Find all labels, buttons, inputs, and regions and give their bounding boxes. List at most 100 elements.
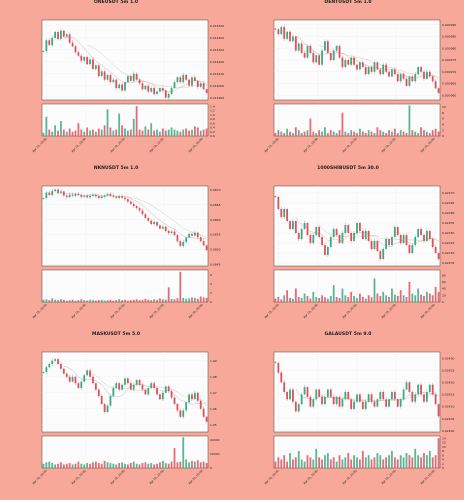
- volume-bar: [179, 461, 182, 468]
- volume-bar: [54, 464, 57, 468]
- candle-body: [324, 396, 326, 405]
- candle-body: [68, 376, 71, 382]
- volume-bar: [65, 300, 68, 302]
- candle-body: [370, 394, 373, 402]
- volume-bar: [141, 463, 144, 468]
- candle-body: [65, 34, 68, 37]
- candle-body: [109, 396, 112, 406]
- candle-body: [77, 383, 80, 388]
- volume-bar: [391, 450, 393, 468]
- volume-bar: [144, 298, 147, 302]
- volume-bar: [408, 105, 411, 136]
- candle-body: [335, 229, 338, 235]
- volume-bar: [89, 299, 91, 302]
- candle-body: [411, 392, 414, 402]
- volume-bar: [321, 131, 323, 136]
- volume-bar: [83, 131, 86, 136]
- candle-body: [92, 194, 94, 196]
- candle-body: [391, 69, 393, 77]
- chart-panel-dentusdt: DENTUSDT 5m 1.0 0.000990 0.000985 0.000980…: [232, 0, 464, 166]
- candle-body: [359, 394, 361, 402]
- volume-bar: [115, 464, 118, 468]
- volume-bar: [89, 130, 91, 136]
- price-tick-label: 1.97: [210, 391, 217, 395]
- candle-body: [428, 384, 431, 392]
- volume-bar: [150, 463, 153, 468]
- candle-body: [173, 82, 176, 89]
- volume-bar: [161, 299, 164, 302]
- volume-bar: [94, 131, 97, 136]
- volume-bar: [303, 131, 306, 136]
- volume-bar: [176, 130, 179, 136]
- volume-bar: [182, 437, 185, 468]
- candle-body: [103, 404, 106, 412]
- volume-bar: [185, 459, 188, 468]
- price-tick-label: 0.0845: [210, 263, 221, 267]
- volume-bar: [153, 464, 156, 468]
- volume-bar: [434, 455, 437, 468]
- volume-bar: [124, 299, 126, 302]
- volume-bar: [423, 130, 425, 136]
- volume-bar: [150, 300, 153, 302]
- volume-bar: [329, 130, 332, 136]
- candle-body: [188, 79, 190, 86]
- chart-title: NKNUSDT 5m 1.0: [93, 166, 139, 171]
- candle-body: [414, 74, 417, 82]
- volume-bar: [173, 448, 176, 468]
- candle-body: [332, 50, 335, 60]
- x-tick-label: Apr 19, 20:00: [341, 137, 358, 154]
- volume-bar: [89, 463, 91, 468]
- candle-body: [141, 210, 144, 215]
- candle-body: [170, 88, 173, 95]
- volume-axis-label: Volume 1e7: [231, 111, 232, 130]
- volume-bar: [179, 131, 182, 136]
- volume-bar: [42, 132, 45, 136]
- volume-bar: [341, 288, 344, 302]
- volume-bar: [97, 300, 100, 302]
- volume-bar: [48, 300, 51, 302]
- x-tick-label: Apr 19, 18:00: [302, 469, 319, 486]
- volume-bar: [359, 293, 361, 302]
- x-tick-label: Apr 19, 16:00: [263, 469, 280, 486]
- volume-bar: [367, 295, 370, 302]
- volume-bar: [277, 130, 280, 136]
- volume-bar: [300, 133, 303, 136]
- candle-body: [359, 223, 361, 231]
- price-tick-label: 0.016200: [210, 60, 224, 64]
- candle-body: [65, 373, 68, 377]
- candle-body: [150, 383, 153, 388]
- volume-bar: [65, 463, 68, 468]
- candle-body: [138, 79, 141, 84]
- volume-bar: [188, 130, 190, 136]
- candle-body: [199, 83, 202, 87]
- candle-body: [185, 402, 188, 411]
- volume-bar: [112, 130, 115, 136]
- candle-body: [280, 372, 283, 383]
- candle-body: [124, 197, 126, 200]
- candle-body: [434, 81, 437, 89]
- price-tick-label: 1.98: [210, 375, 217, 379]
- candle-body: [191, 233, 193, 236]
- candle-body: [417, 67, 420, 75]
- moving-average-fast: [63, 365, 207, 405]
- volume-bar: [437, 291, 440, 302]
- volume-bar: [97, 463, 100, 468]
- candle-body: [388, 71, 390, 77]
- x-tick-label: Apr 19, 18:00: [70, 137, 87, 154]
- volume-bar: [315, 133, 318, 136]
- volume-bar: [138, 129, 141, 136]
- volume-bar: [199, 130, 202, 136]
- volume-bar: [324, 455, 326, 468]
- candle-body: [286, 392, 289, 400]
- candle-body: [399, 399, 402, 407]
- volume-bar: [294, 127, 297, 136]
- volume-bar: [280, 299, 283, 302]
- candle-body: [202, 83, 205, 90]
- volume-tick-label: 0: [442, 134, 444, 138]
- candle-body: [100, 196, 103, 198]
- volume-bar: [51, 131, 54, 136]
- x-tick-label: Apr 19, 20:00: [109, 469, 126, 486]
- volume-bar: [292, 459, 294, 468]
- volume-tick-label: 1.0: [210, 113, 215, 117]
- volume-bar: [414, 295, 417, 302]
